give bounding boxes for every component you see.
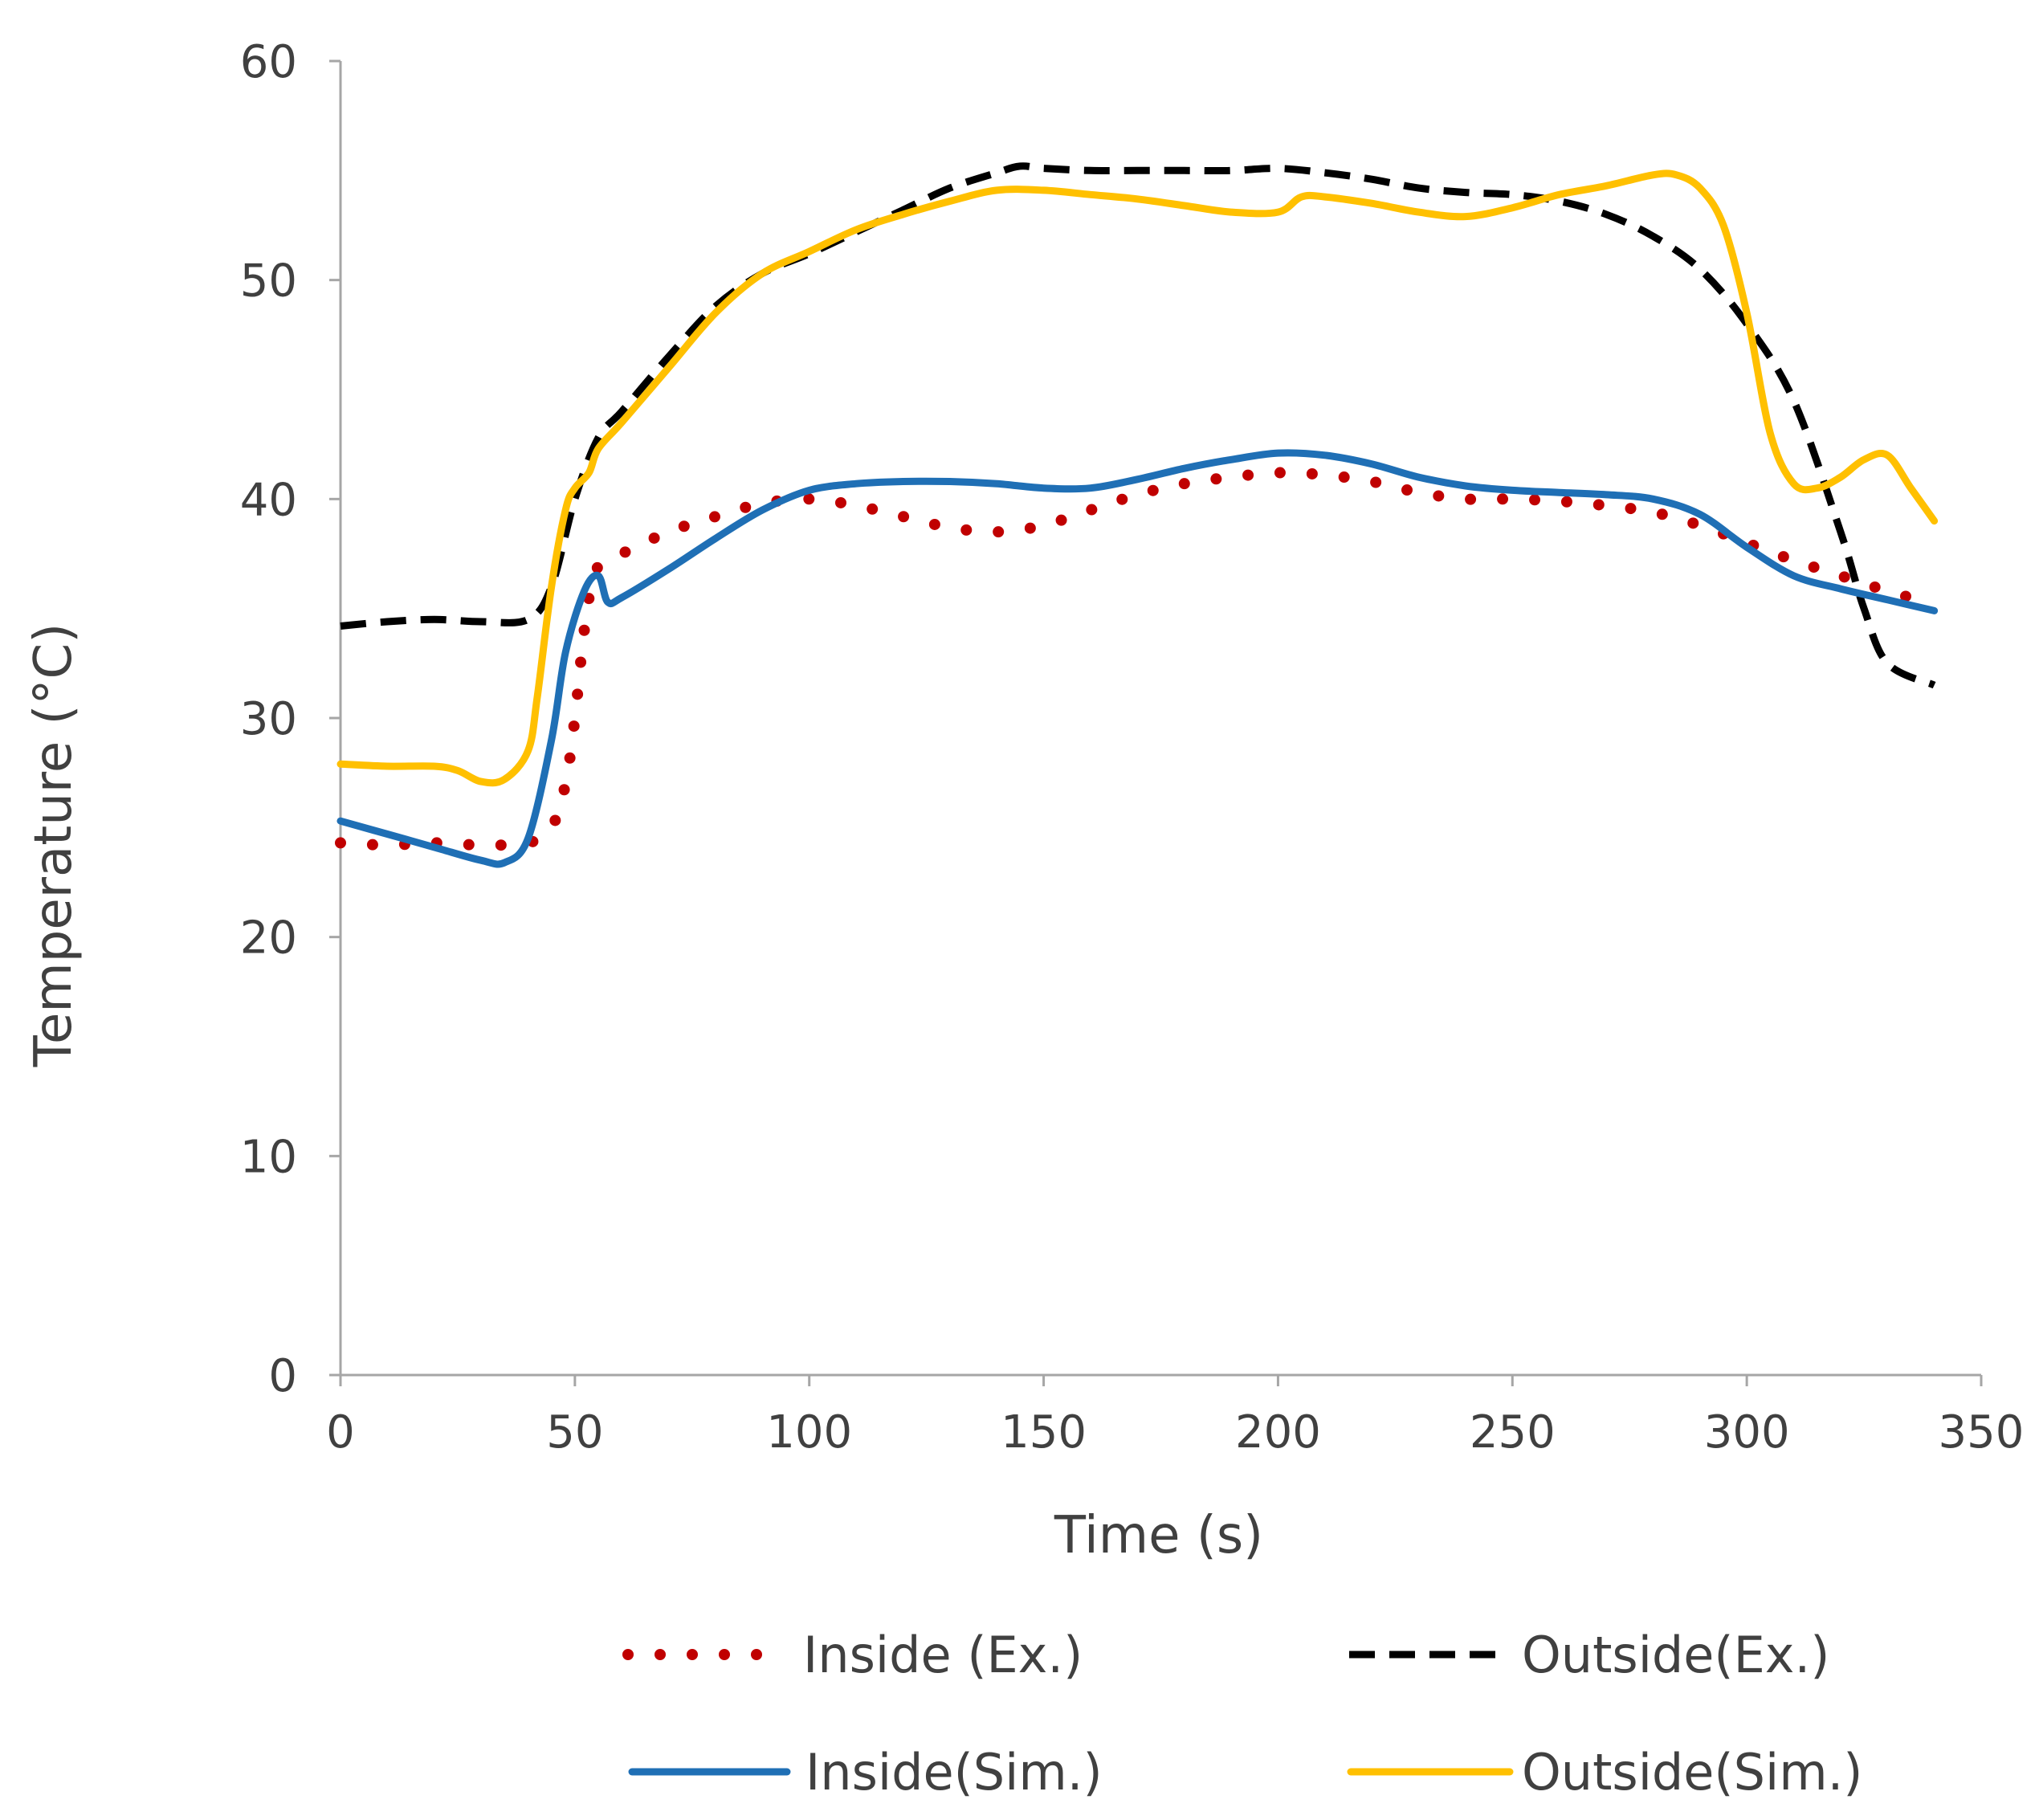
legend: Inside (Ex.) Outside(Ex.) Inside(Sim.) Outs… <box>622 1626 1863 1802</box>
y-tick-label: 50 <box>240 255 297 308</box>
x-tick-label: 300 <box>1704 1406 1790 1459</box>
axes: 0 10 20 30 40 50 60 0 50 100 150 200 250 300 350 <box>240 36 2025 1459</box>
series-line-inside-sim <box>336 449 1939 868</box>
legend-label: Outside(Ex.) <box>1522 1626 1829 1684</box>
y-tick-label: 60 <box>240 36 297 88</box>
y-tick-label: 20 <box>240 912 297 965</box>
y-tick-label: 0 <box>268 1350 297 1402</box>
y-tick-label: 30 <box>240 693 297 745</box>
y-tick-label: 10 <box>240 1131 297 1183</box>
legend-item-inside-sim: Inside(Sim.) <box>628 1743 1103 1802</box>
x-tick-label: 0 <box>326 1406 355 1459</box>
series-line-outside-sim <box>336 169 1939 787</box>
x-axis-title: Time (s) <box>1054 1506 1263 1565</box>
legend-item-outside-ex: Outside(Ex.) <box>1349 1626 1829 1684</box>
legend-label: Outside(Sim.) <box>1522 1743 1863 1802</box>
x-tick-label: 350 <box>1939 1406 2025 1459</box>
series-line-outside-ex <box>340 162 1936 689</box>
y-tick-label: 40 <box>240 474 297 526</box>
x-tick-label: 50 <box>546 1406 603 1459</box>
y-axis-title: Temperature (°C) <box>24 623 84 1067</box>
series-layer <box>335 162 1940 868</box>
legend-label: Inside (Ex.) <box>803 1626 1083 1684</box>
series-line-inside-ex <box>335 467 1940 851</box>
legend-item-outside-sim: Outside(Sim.) <box>1347 1743 1863 1802</box>
x-tick-label: 150 <box>1001 1406 1087 1459</box>
x-tick-label: 200 <box>1235 1406 1321 1459</box>
x-tick-label: 250 <box>1470 1406 1556 1459</box>
legend-label: Inside(Sim.) <box>805 1743 1103 1802</box>
legend-item-inside-ex: Inside (Ex.) <box>622 1626 1083 1684</box>
x-tick-label: 100 <box>766 1406 852 1459</box>
